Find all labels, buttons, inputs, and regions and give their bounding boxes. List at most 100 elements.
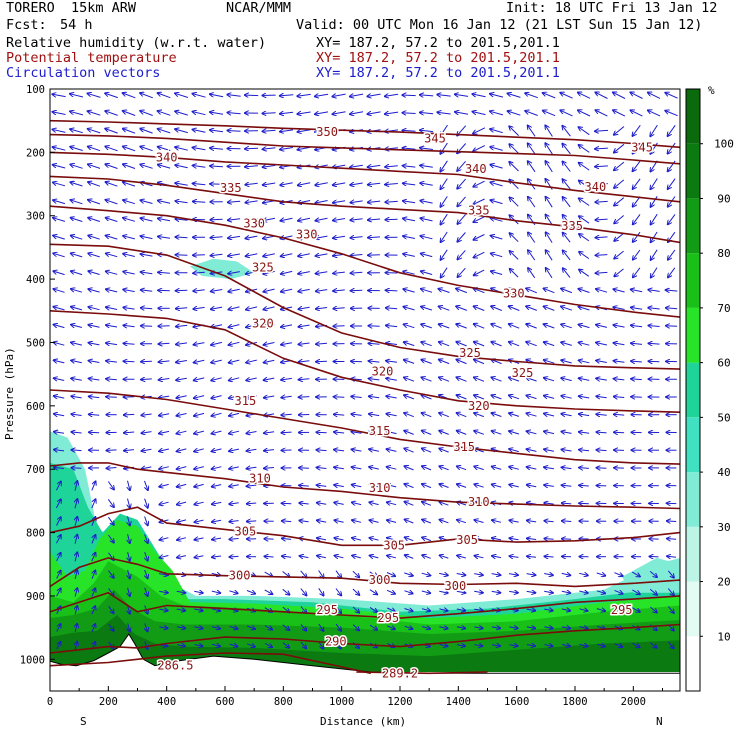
- circulation-vector: [245, 183, 258, 185]
- circulation-vector: [509, 269, 519, 278]
- circulation-vector: [561, 342, 572, 346]
- circulation-vector: [579, 269, 590, 277]
- circulation-vector: [385, 166, 398, 167]
- circulation-vector: [123, 289, 135, 291]
- circulation-vector: [457, 196, 466, 207]
- circulation-vector: [128, 516, 131, 526]
- circulation-vector: [88, 343, 100, 345]
- circulation-vector: [595, 237, 608, 238]
- circulation-vector: [386, 414, 397, 416]
- circulation-vector: [490, 236, 503, 240]
- circulation-vector: [632, 125, 641, 136]
- circulation-vector: [157, 165, 171, 169]
- x-tick-label: 2000: [621, 696, 646, 708]
- circulation-vector: [175, 129, 188, 134]
- circulation-vector: [140, 129, 153, 134]
- circulation-vector: [367, 112, 381, 114]
- circulation-vector: [473, 306, 485, 311]
- circulation-vector: [298, 343, 310, 345]
- colorbar-swatch: [686, 526, 700, 582]
- circulation-vector: [456, 466, 467, 471]
- circulation-vector: [491, 591, 501, 593]
- circulation-vector: [264, 642, 273, 647]
- circulation-vector: [384, 94, 399, 96]
- circulation-vector: [175, 93, 189, 98]
- circulation-vector: [193, 255, 205, 256]
- circulation-vector: [403, 236, 415, 239]
- field-xy-vectors: XY= 187.2, 57.2 to 201.5,201.1: [316, 65, 560, 81]
- circulation-vector: [596, 289, 608, 293]
- circulation-vector: [650, 642, 657, 649]
- circulation-vector: [140, 236, 153, 239]
- circulation-vector: [404, 591, 413, 594]
- circulation-vector: [648, 110, 661, 117]
- circulation-vector: [422, 537, 431, 540]
- circulation-vector: [595, 130, 609, 131]
- rh-region-7: [621, 557, 680, 593]
- circulation-vector: [245, 166, 258, 167]
- circulation-vector: [212, 538, 222, 540]
- circulation-vector: [473, 145, 486, 152]
- circulation-vector: [194, 591, 203, 593]
- circulation-vector: [245, 254, 258, 256]
- circulation-vector: [318, 623, 324, 631]
- circulation-vector: [491, 324, 502, 329]
- circulation-vector: [300, 588, 307, 596]
- circulation-vector: [614, 608, 623, 611]
- circulation-vector: [71, 325, 83, 328]
- circulation-vector: [544, 574, 553, 576]
- circulation-vector: [403, 342, 415, 347]
- x-tick-label: 1400: [446, 696, 471, 708]
- circulation-vector: [386, 589, 395, 594]
- circulation-vector: [210, 219, 223, 220]
- circulation-vector: [386, 572, 396, 577]
- circulation-vector: [562, 250, 571, 261]
- circulation-vector: [316, 432, 327, 433]
- circulation-vector: [632, 178, 641, 190]
- circulation-vector: [455, 112, 469, 115]
- circulation-vector: [194, 627, 203, 629]
- circulation-vector: [578, 180, 590, 189]
- circulation-vector: [386, 343, 398, 345]
- circulation-vector: [211, 485, 222, 487]
- circulation-vector: [563, 268, 571, 278]
- circulation-vector: [297, 112, 311, 114]
- circulation-vector: [52, 165, 66, 169]
- circulation-vector: [561, 449, 572, 451]
- circulation-vector: [545, 143, 553, 155]
- circulation-vector: [211, 520, 222, 522]
- circulation-vector: [596, 396, 607, 398]
- circulation-vector: [298, 218, 311, 221]
- circulation-vector: [192, 94, 206, 98]
- theta-label: 320: [252, 317, 274, 331]
- circulation-vector: [421, 377, 432, 382]
- theta-label: 330: [243, 216, 265, 230]
- circulation-vector: [145, 623, 148, 632]
- circulation-vector: [386, 361, 397, 363]
- x-tick-label: 200: [99, 696, 118, 708]
- circulation-vector: [561, 485, 572, 486]
- circulation-vector: [318, 588, 324, 596]
- circulation-vector: [386, 449, 397, 451]
- y-tick-label: 600: [26, 401, 45, 413]
- circulation-vector: [509, 574, 518, 576]
- circulation-vector: [509, 556, 519, 557]
- circulation-vector: [194, 467, 204, 470]
- circulation-vector: [281, 538, 292, 539]
- circulation-vector: [264, 468, 274, 469]
- circulation-vector: [335, 623, 341, 631]
- circulation-vector: [544, 449, 554, 451]
- circulation-vector: [211, 591, 221, 593]
- x-tick-label: 1600: [504, 696, 529, 708]
- circulation-vector: [509, 449, 519, 452]
- circulation-vector: [668, 249, 676, 260]
- circulation-vector: [297, 183, 311, 186]
- circulation-vector: [350, 272, 363, 273]
- circulation-vector: [211, 644, 221, 646]
- circulation-vector: [561, 521, 572, 522]
- circulation-vector: [227, 184, 241, 185]
- circulation-vector: [210, 130, 224, 132]
- circulation-vector: [490, 253, 503, 258]
- circulation-vector: [404, 502, 414, 506]
- circulation-vector: [106, 361, 117, 362]
